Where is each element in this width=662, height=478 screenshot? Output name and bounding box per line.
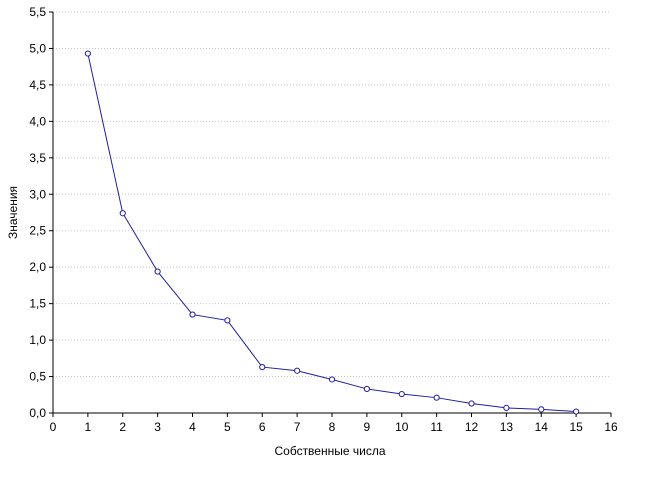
x-tick-label: 15 bbox=[569, 420, 583, 434]
y-tick-label: 4,0 bbox=[29, 114, 46, 128]
data-point bbox=[328, 376, 336, 383]
x-tick-label: 6 bbox=[259, 420, 266, 434]
x-tick-label: 5 bbox=[224, 420, 231, 434]
y-tick-label: 3,0 bbox=[29, 187, 46, 201]
x-tick-label: 2 bbox=[119, 420, 126, 434]
x-tick-label: 7 bbox=[294, 420, 301, 434]
x-tick-label: 9 bbox=[364, 420, 371, 434]
data-point bbox=[154, 268, 161, 275]
data-point bbox=[398, 390, 405, 398]
data-point bbox=[433, 394, 440, 401]
x-axis-ticks: 0 1 2 3 4 5 6 7 8 9 10 11 12 13 14 15 16 bbox=[50, 413, 618, 434]
data-point bbox=[224, 317, 231, 324]
grid-lines bbox=[53, 11, 611, 378]
y-tick-label: 4,5 bbox=[29, 78, 46, 92]
y-tick-label: 5,0 bbox=[29, 41, 46, 55]
data-point bbox=[84, 50, 91, 57]
x-tick-label: 13 bbox=[500, 420, 514, 434]
y-tick-label: 0,5 bbox=[29, 370, 46, 384]
data-point bbox=[259, 363, 266, 371]
y-tick-label: 2,5 bbox=[29, 224, 46, 238]
y-tick-label: 1,5 bbox=[29, 297, 46, 311]
y-tick-label: 3,5 bbox=[29, 151, 46, 165]
series-group bbox=[87, 53, 577, 413]
y-tick-label: 5,5 bbox=[29, 5, 46, 19]
x-tick-label: 11 bbox=[430, 420, 443, 434]
x-tick-label: 16 bbox=[604, 420, 618, 434]
x-tick-label: 4 bbox=[189, 420, 196, 434]
data-point bbox=[573, 408, 580, 415]
data-point bbox=[363, 385, 370, 393]
x-tick-label: 14 bbox=[535, 420, 549, 434]
data-point bbox=[503, 404, 510, 411]
axes bbox=[52, 12, 611, 414]
x-tick-label: 8 bbox=[329, 420, 336, 434]
series-line bbox=[87, 53, 577, 413]
data-points bbox=[84, 50, 580, 415]
data-point bbox=[119, 210, 126, 217]
y-tick-label: 2,0 bbox=[29, 260, 46, 274]
data-point bbox=[538, 406, 545, 413]
y-tick-label: 0,0 bbox=[29, 406, 46, 420]
x-tick-label: 10 bbox=[395, 420, 409, 434]
data-point bbox=[468, 400, 475, 407]
y-axis-ticks: 0,0 0,5 1,0 1,5 2,0 2,5 3,0 3,5 4,0 4,5 5,0 5,5 bbox=[29, 5, 53, 420]
x-tick-label: 3 bbox=[154, 420, 161, 434]
x-tick-label: 0 bbox=[50, 420, 57, 434]
data-point bbox=[189, 311, 196, 318]
x-axis-title: Собственные числа bbox=[274, 444, 385, 458]
y-axis-title: Значения bbox=[6, 186, 20, 239]
x-tick-label: 1 bbox=[85, 420, 92, 434]
y-tick-label: 1,0 bbox=[29, 333, 46, 347]
x-tick-label: 12 bbox=[465, 420, 479, 434]
data-point bbox=[294, 367, 301, 374]
